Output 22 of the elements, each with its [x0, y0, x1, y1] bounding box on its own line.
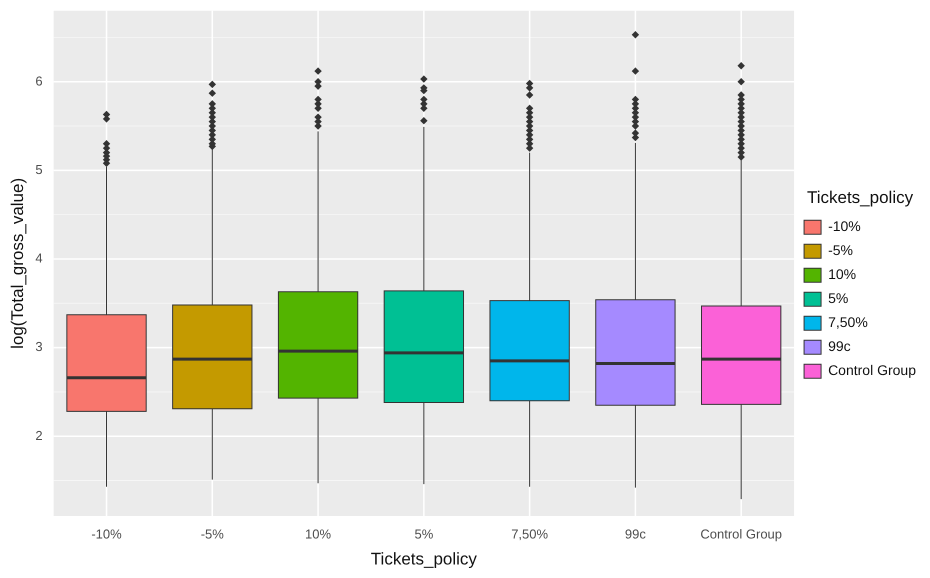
legend-label: -5%: [828, 242, 853, 258]
y-tick-label: 3: [35, 339, 43, 354]
y-tick-label: 6: [35, 73, 43, 88]
x-axis-title: Tickets_policy: [370, 549, 478, 568]
y-tick-label: 2: [35, 428, 43, 443]
legend-label: Control Group: [828, 362, 916, 378]
legend-label: 7,50%: [828, 314, 868, 330]
x-tick-label: 5%: [414, 526, 434, 542]
x-tick-label: Control Group: [700, 526, 782, 542]
legend-title: Tickets_policy: [806, 188, 914, 207]
x-tick-label: 99c: [624, 526, 646, 542]
x-tick-label: 10%: [305, 526, 332, 542]
y-tick-label: 4: [35, 250, 43, 266]
legend-label: 5%: [828, 290, 848, 306]
legend-label: 10%: [828, 266, 856, 282]
y-tick-label: 5: [35, 162, 43, 177]
y-axis-title: log(Total_gross_value): [8, 178, 27, 349]
legend-label: 99c: [828, 338, 851, 354]
x-tick-label: -5%: [200, 526, 224, 542]
legend-label: -10%: [828, 218, 861, 234]
x-tick-label: 7,50%: [511, 526, 548, 542]
x-tick-label: -10%: [91, 526, 122, 542]
